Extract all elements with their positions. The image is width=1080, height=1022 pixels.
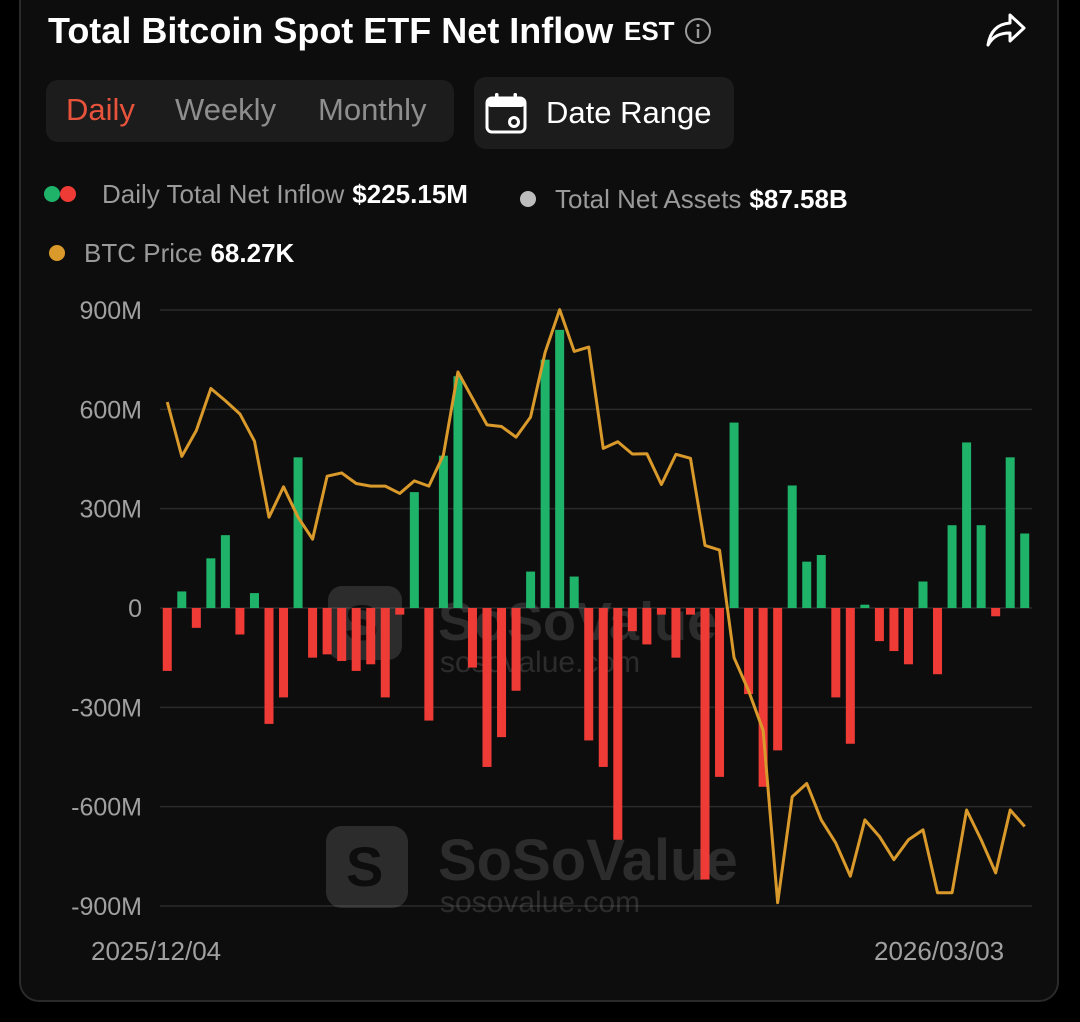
inflow-bar[interactable] bbox=[162, 608, 172, 671]
inflow-bar[interactable] bbox=[598, 608, 608, 767]
inflow-bar[interactable] bbox=[264, 608, 274, 724]
inflow-bar[interactable] bbox=[831, 608, 841, 698]
inflow-bar[interactable] bbox=[511, 608, 521, 691]
timezone-label[interactable]: EST bbox=[624, 16, 675, 46]
y-tick-label: -300M bbox=[71, 694, 142, 722]
inflow-bar[interactable] bbox=[627, 608, 637, 632]
date-range-button[interactable]: Date Range bbox=[474, 77, 734, 149]
inflow-bar[interactable] bbox=[569, 576, 579, 608]
inflow-bar[interactable] bbox=[845, 608, 855, 744]
legend-price: BTC Price 68.27K bbox=[84, 238, 294, 269]
page-title: Total Bitcoin Spot ETF Net Inflow bbox=[48, 10, 614, 51]
y-tick-label: 600M bbox=[79, 396, 142, 424]
inflow-bar[interactable] bbox=[889, 608, 899, 652]
inflow-bar[interactable] bbox=[453, 376, 463, 608]
legend-inflow-value: $225.15M bbox=[352, 179, 468, 209]
legend-price-label: BTC Price bbox=[84, 238, 203, 268]
inflow-bar[interactable] bbox=[467, 608, 477, 668]
legend-assets-dot bbox=[520, 191, 536, 207]
inflow-bar[interactable] bbox=[613, 608, 623, 840]
info-icon[interactable] bbox=[684, 17, 712, 50]
inflow-bar[interactable] bbox=[860, 604, 870, 608]
y-tick-label: -900M bbox=[71, 893, 142, 921]
inflow-bar[interactable] bbox=[177, 591, 187, 608]
y-tick-label: 300M bbox=[79, 496, 142, 524]
x-axis-start-label: 2025/12/04 bbox=[91, 936, 222, 966]
inflow-bar[interactable] bbox=[308, 608, 318, 658]
inflow-bar[interactable] bbox=[962, 442, 972, 608]
btc-price-line[interactable] bbox=[165, 308, 1026, 905]
inflow-bar[interactable] bbox=[715, 608, 725, 777]
inflow-bar[interactable] bbox=[409, 492, 419, 608]
inflow-bar[interactable] bbox=[366, 608, 376, 665]
inflow-bar[interactable] bbox=[758, 608, 768, 787]
inflow-bar[interactable] bbox=[773, 608, 783, 751]
inflow-bar[interactable] bbox=[424, 608, 434, 721]
inflow-bar[interactable] bbox=[438, 455, 448, 608]
tab-weekly[interactable]: Weekly bbox=[175, 92, 277, 127]
inflow-bar[interactable] bbox=[584, 608, 594, 741]
watermark-brand: SoSoValue bbox=[438, 828, 738, 893]
tab-monthly[interactable]: Monthly bbox=[318, 92, 427, 127]
inflow-bar[interactable] bbox=[744, 608, 754, 695]
chart-card bbox=[19, 0, 1059, 1002]
inflow-bar[interactable] bbox=[947, 525, 957, 608]
legend-assets-value: $87.58B bbox=[749, 184, 848, 214]
period-tabs: Daily Weekly Monthly bbox=[46, 80, 454, 142]
inflow-bar[interactable] bbox=[497, 608, 507, 738]
inflow-bar[interactable] bbox=[787, 485, 797, 608]
inflow-bar[interactable] bbox=[656, 608, 666, 615]
y-tick-label: -600M bbox=[71, 794, 142, 822]
inflow-bar[interactable] bbox=[729, 422, 739, 608]
inflow-bar[interactable] bbox=[293, 457, 303, 608]
svg-text:S: S bbox=[346, 835, 383, 898]
legend-assets: Total Net Assets $87.58B bbox=[555, 184, 848, 215]
inflow-bar[interactable] bbox=[903, 608, 913, 665]
inflow-bar[interactable] bbox=[991, 608, 1001, 617]
inflow-bar[interactable] bbox=[1020, 533, 1030, 609]
inflow-bar[interactable] bbox=[671, 608, 681, 658]
y-tick-label: 0 bbox=[128, 595, 142, 623]
inflow-bar[interactable] bbox=[555, 329, 565, 608]
legend-price-dot bbox=[49, 245, 65, 261]
inflow-bar[interactable] bbox=[482, 608, 492, 767]
inflow-bar[interactable] bbox=[816, 555, 826, 608]
inflow-bar[interactable] bbox=[249, 593, 259, 608]
inflow-bar[interactable] bbox=[220, 535, 230, 608]
date-range-label: Date Range bbox=[546, 95, 712, 130]
inflow-bar[interactable] bbox=[526, 571, 536, 608]
inflow-bar[interactable] bbox=[802, 561, 812, 608]
calendar-icon bbox=[484, 91, 528, 140]
inflow-bar[interactable] bbox=[395, 608, 405, 615]
inflow-bar[interactable] bbox=[1005, 457, 1015, 608]
inflow-bar[interactable] bbox=[642, 608, 652, 645]
x-axis-end-label: 2026/03/03 bbox=[874, 936, 1005, 966]
inflow-bar[interactable] bbox=[976, 525, 986, 608]
legend-inflow: Daily Total Net Inflow $225.15M bbox=[102, 179, 468, 210]
inflow-bar[interactable] bbox=[933, 608, 943, 675]
inflow-bar[interactable] bbox=[874, 608, 884, 642]
inflow-bar[interactable] bbox=[540, 359, 550, 608]
inflow-bar[interactable] bbox=[235, 608, 245, 635]
tab-daily[interactable]: Daily bbox=[66, 92, 135, 127]
inflow-bar[interactable] bbox=[322, 608, 332, 655]
inflow-bar[interactable] bbox=[685, 608, 695, 615]
inflow-bar[interactable] bbox=[918, 581, 928, 608]
legend-assets-label: Total Net Assets bbox=[555, 184, 742, 214]
inflow-bar[interactable] bbox=[337, 608, 347, 661]
watermark-url: sosovalue.com bbox=[440, 886, 640, 919]
inflow-bar[interactable] bbox=[351, 608, 361, 671]
legend-inflow-label: Daily Total Net Inflow bbox=[102, 179, 345, 209]
inflow-bar[interactable] bbox=[191, 608, 201, 628]
inflow-bar[interactable] bbox=[380, 608, 390, 698]
inflow-bar[interactable] bbox=[700, 608, 710, 880]
inflow-bar[interactable] bbox=[206, 558, 216, 608]
y-tick-label: 900M bbox=[79, 297, 142, 325]
legend-price-value: 68.27K bbox=[210, 238, 295, 268]
inflow-bar[interactable] bbox=[279, 608, 289, 698]
share-icon[interactable] bbox=[984, 10, 1028, 55]
